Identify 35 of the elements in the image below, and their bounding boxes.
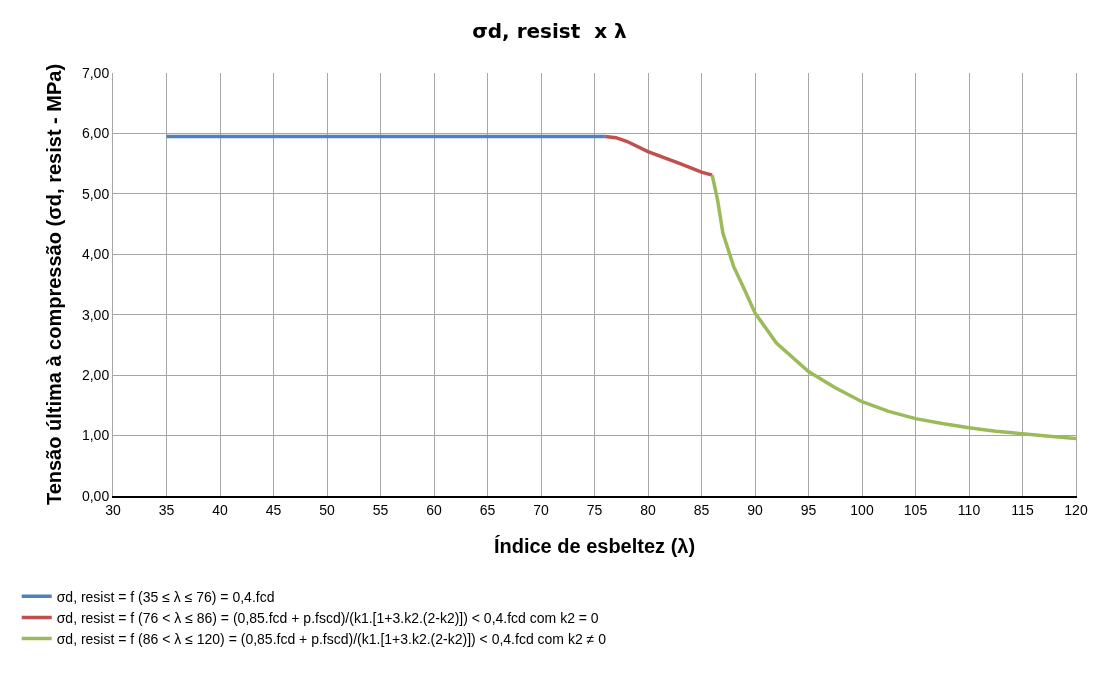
x-tick-label: 40 [212, 501, 228, 518]
y-tick-label: 0,00 [81, 487, 110, 504]
chart-title: σd, resist x λ [472, 18, 628, 43]
x-tick-label: 70 [533, 501, 549, 518]
y-tick-label: 7,00 [81, 64, 110, 81]
y-axis-title: Tensão última à compressão (σd, resist - MPa) [43, 63, 66, 506]
y-tick-label: 5,00 [81, 185, 110, 202]
x-tick-label: 80 [640, 501, 656, 518]
x-tick-label: 120 [1064, 501, 1088, 518]
x-tick-label: 105 [903, 501, 928, 518]
y-tick-label: 3,00 [81, 306, 110, 323]
x-tick-label: 85 [693, 501, 710, 518]
x-tick-label: 55 [372, 501, 389, 518]
y-tick-label: 4,00 [81, 246, 110, 263]
x-tick-label: 90 [747, 501, 763, 518]
x-tick-label: 75 [586, 501, 603, 518]
x-tick-label: 115 [1011, 501, 1034, 518]
y-tick-label: 2,00 [81, 367, 110, 384]
x-tick-label: 95 [800, 501, 817, 518]
x-tick-label: 60 [426, 501, 442, 518]
line-series [710, 173, 1076, 441]
x-tick-label: 50 [319, 501, 335, 518]
legend-label: σd, resist = f (76 < λ ≤ 86) = (0,85.fcd + p.fscd)/(k1.[1+3.k2.(2-k2)]) < 0,4.fcd com k2 = 0 [56, 609, 599, 626]
x-tick-label: 110 [957, 501, 981, 518]
y-tick-label: 1,00 [81, 427, 110, 444]
legend-label: σd, resist = f (86 < λ ≤ 120) = (0,85.fcd + p.fscd)/(k1.[1+3.k2.(2-k2)]) < 0,4.fcd com k2 ≠ 0 [56, 631, 607, 648]
x-tick-label: 65 [479, 501, 496, 518]
x-tick-label: 35 [158, 501, 175, 518]
x-tick-label: 45 [265, 501, 282, 518]
y-tick-label: 6,00 [81, 125, 110, 142]
line-series [603, 134, 714, 177]
x-tick-label: 100 [850, 501, 874, 518]
legend-label: σd, resist = f (35 ≤ λ ≤ 76) = 0,4.fcd [56, 588, 275, 605]
x-axis-title: Índice de esbeltez (λ) [493, 534, 696, 557]
x-tick-label: 30 [105, 501, 121, 518]
